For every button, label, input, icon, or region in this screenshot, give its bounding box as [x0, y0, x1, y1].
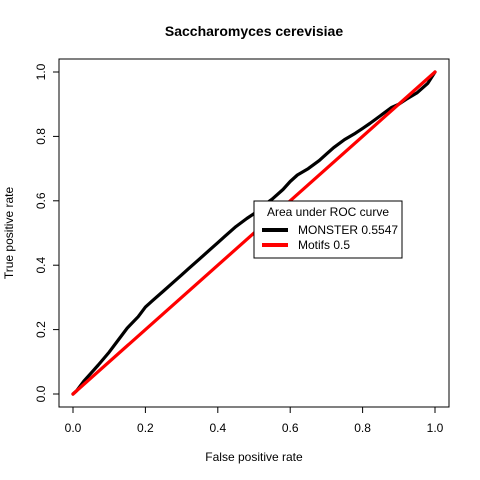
series-line-monster — [71, 70, 437, 396]
y-tick-label: 0.8 — [34, 128, 48, 145]
x-tick-label: 1.0 — [427, 421, 444, 435]
x-axis: 0.0 0.2 0.4 0.6 0.8 1.0 — [65, 406, 444, 435]
legend-title: Area under ROC curve — [267, 205, 389, 219]
legend-label-motifs: Motifs 0.5 — [298, 238, 350, 252]
x-tick-label: 0.4 — [209, 421, 226, 435]
chart-title: Saccharomyces cerevisiae — [165, 23, 343, 39]
y-tick-label: 0.0 — [34, 385, 48, 402]
x-tick-label: 0.6 — [282, 421, 299, 435]
y-tick-label: 0.4 — [34, 257, 48, 274]
y-tick-label: 1.0 — [34, 63, 48, 80]
y-tick-label: 0.6 — [34, 192, 48, 209]
x-tick-label: 0.0 — [65, 421, 82, 435]
x-tick-label: 0.8 — [354, 421, 371, 435]
y-axis: 0.0 0.2 0.4 0.6 0.8 1.0 — [34, 63, 60, 402]
y-axis-label: True positive rate — [2, 187, 16, 280]
x-tick-label: 0.2 — [137, 421, 154, 435]
y-tick-label: 0.2 — [34, 321, 48, 338]
legend: Area under ROC curve MONSTER 0.5547 Moti… — [253, 200, 403, 259]
legend-label-monster: MONSTER 0.5547 — [298, 223, 398, 237]
x-axis-label: False positive rate — [205, 450, 303, 464]
